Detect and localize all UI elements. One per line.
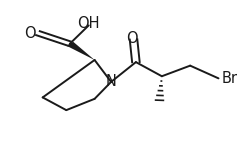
Text: O: O xyxy=(24,26,36,41)
Text: Br: Br xyxy=(221,71,237,86)
Polygon shape xyxy=(66,42,95,60)
Text: OH: OH xyxy=(77,16,100,32)
Text: O: O xyxy=(127,31,138,46)
Text: N: N xyxy=(106,74,117,89)
